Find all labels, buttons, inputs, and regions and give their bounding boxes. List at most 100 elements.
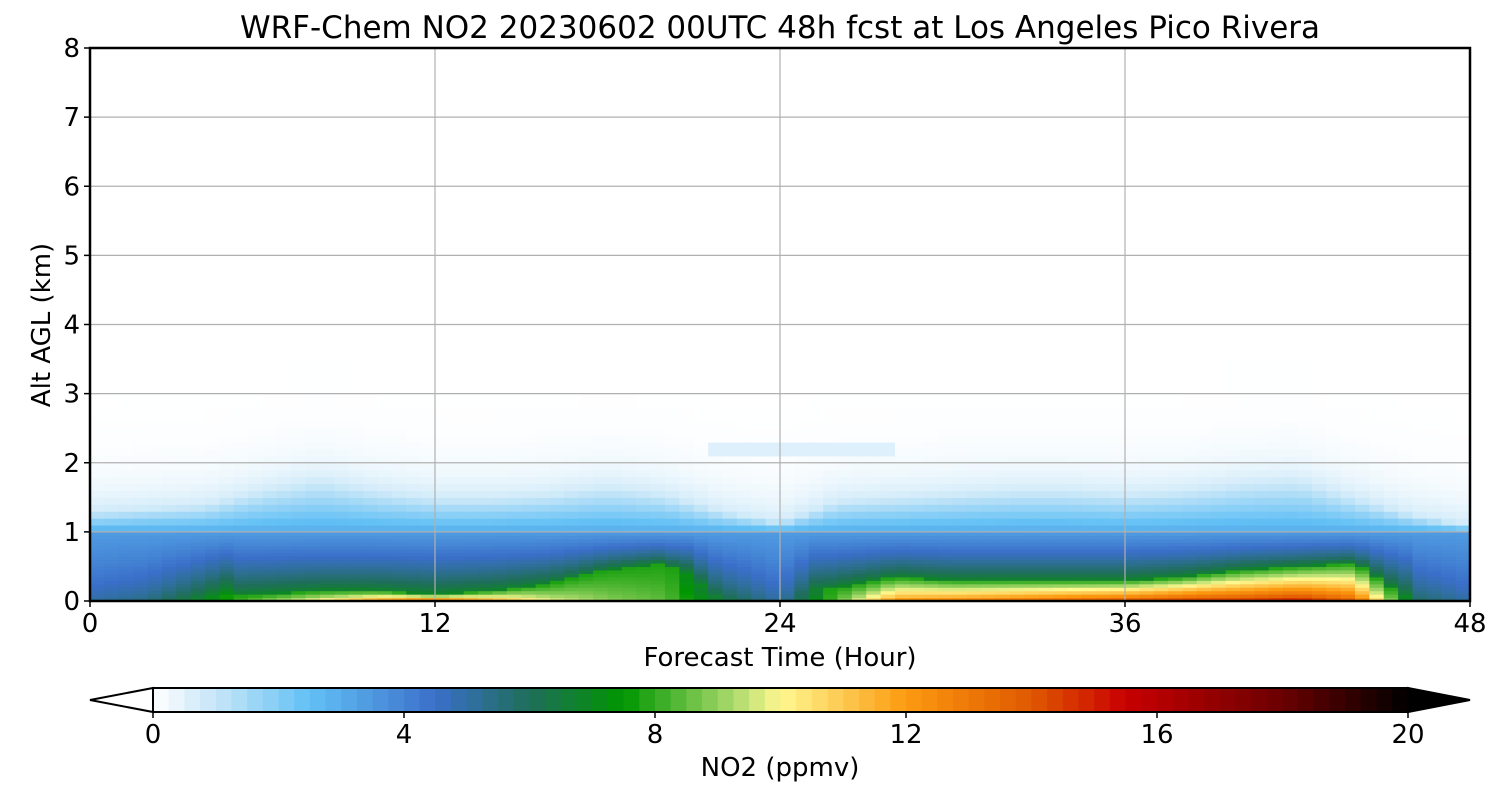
heatmap-cell [1326, 587, 1342, 592]
heatmap-cell [966, 556, 982, 561]
heatmap-cell [104, 535, 120, 540]
heatmap-cell [463, 562, 479, 568]
heatmap-cell [1168, 518, 1184, 526]
heatmap-cell [1297, 511, 1313, 519]
heatmap-cell [895, 490, 910, 498]
heatmap-cell [420, 455, 436, 464]
heatmap-cell [1311, 442, 1327, 450]
heatmap-cell [1067, 566, 1083, 571]
heatmap-cell [291, 549, 307, 554]
heatmap-cell [693, 462, 709, 471]
heatmap-cell [851, 359, 867, 395]
heatmap-cell [1038, 556, 1054, 561]
heatmap-cell [837, 518, 853, 526]
heatmap-cell [104, 524, 120, 533]
heatmap-cell [1412, 442, 1428, 450]
heatmap-cell [1441, 469, 1457, 478]
heatmap-cell [1455, 359, 1470, 395]
heatmap-cell [780, 562, 795, 568]
heatmap-cell [880, 566, 896, 571]
heatmap-cell [161, 594, 177, 599]
heatmap-cell [1096, 117, 1112, 187]
heatmap-cell [765, 524, 781, 533]
heatmap-cell [1010, 448, 1025, 457]
heatmap-cell [1412, 531, 1428, 536]
heatmap-cell [535, 594, 551, 599]
heatmap-cell [276, 359, 292, 395]
heatmap-cell [1355, 511, 1370, 519]
heatmap-cell [406, 186, 422, 256]
heatmap-cell [665, 518, 680, 526]
heatmap-cell [262, 435, 278, 443]
heatmap-cell [550, 549, 565, 554]
heatmap-cell [895, 186, 910, 256]
heatmap-cell [880, 559, 896, 564]
heatmap-cell [837, 421, 853, 429]
heatmap-cell [1398, 421, 1414, 429]
heatmap-cell [895, 538, 910, 543]
heatmap-cell [1326, 469, 1342, 478]
heatmap-cell [736, 594, 752, 599]
heatmap-cell [851, 552, 867, 557]
heatmap-cell [708, 518, 724, 526]
heatmap-cell [391, 531, 407, 536]
heatmap-cell [90, 497, 105, 505]
heatmap-cell [1283, 117, 1299, 187]
heatmap-cell [104, 518, 120, 526]
heatmap-cell [880, 462, 896, 471]
heatmap-cell [1038, 597, 1054, 601]
heatmap-cell [1268, 538, 1284, 543]
heatmap-cell [104, 538, 120, 543]
heatmap-cell [650, 556, 666, 561]
heatmap-cell [679, 469, 695, 478]
heatmap-cell [780, 566, 795, 571]
heatmap-cell [1038, 48, 1054, 118]
heatmap-cell [1125, 538, 1140, 543]
heatmap-cell [1010, 590, 1025, 595]
heatmap-cell [1225, 469, 1241, 478]
heatmap-cell [521, 407, 537, 422]
heatmap-cell [506, 469, 522, 478]
heatmap-cell [665, 462, 680, 471]
heatmap-cell [176, 186, 192, 256]
heatmap-cell [650, 48, 666, 118]
heatmap-cell [636, 594, 652, 599]
heatmap-cell [1081, 545, 1097, 550]
heatmap-cell [1412, 186, 1428, 256]
heatmap-cell [492, 504, 508, 512]
heatmap-cell [1153, 448, 1169, 457]
heatmap-cell [449, 435, 465, 443]
heatmap-cell [1254, 393, 1270, 409]
heatmap-cell [1196, 324, 1212, 360]
heatmap-cell [550, 597, 565, 601]
heatmap-cell [391, 556, 407, 561]
heatmap-cell [550, 580, 565, 585]
heatmap-cell [1412, 511, 1428, 519]
heatmap-cell [895, 462, 910, 471]
heatmap-cell [1326, 549, 1342, 554]
heatmap-cell [478, 393, 494, 409]
colorbar-swatch [1204, 688, 1221, 712]
heatmap-cell [133, 590, 149, 595]
heatmap-cell [1455, 580, 1470, 585]
heatmap-cell [291, 469, 307, 478]
heatmap-cell [880, 535, 896, 540]
heatmap-cell [435, 255, 450, 326]
heatmap-cell [190, 549, 206, 554]
heatmap-cell [966, 324, 982, 360]
heatmap-cell [995, 549, 1011, 554]
heatmap-cell [1398, 545, 1414, 550]
heatmap-cell [147, 497, 163, 505]
heatmap-cell [981, 255, 997, 326]
heatmap-cell [521, 590, 537, 595]
heatmap-cell [133, 531, 149, 536]
heatmap-cell [909, 504, 925, 512]
heatmap-cell [320, 562, 335, 568]
heatmap-cell [794, 535, 810, 540]
heatmap-cell [880, 504, 896, 512]
heatmap-cell [406, 518, 422, 526]
heatmap-cell [1110, 559, 1126, 564]
heatmap-cell [262, 549, 278, 554]
heatmap-cell [1412, 497, 1428, 505]
heatmap-cell [1168, 594, 1184, 599]
